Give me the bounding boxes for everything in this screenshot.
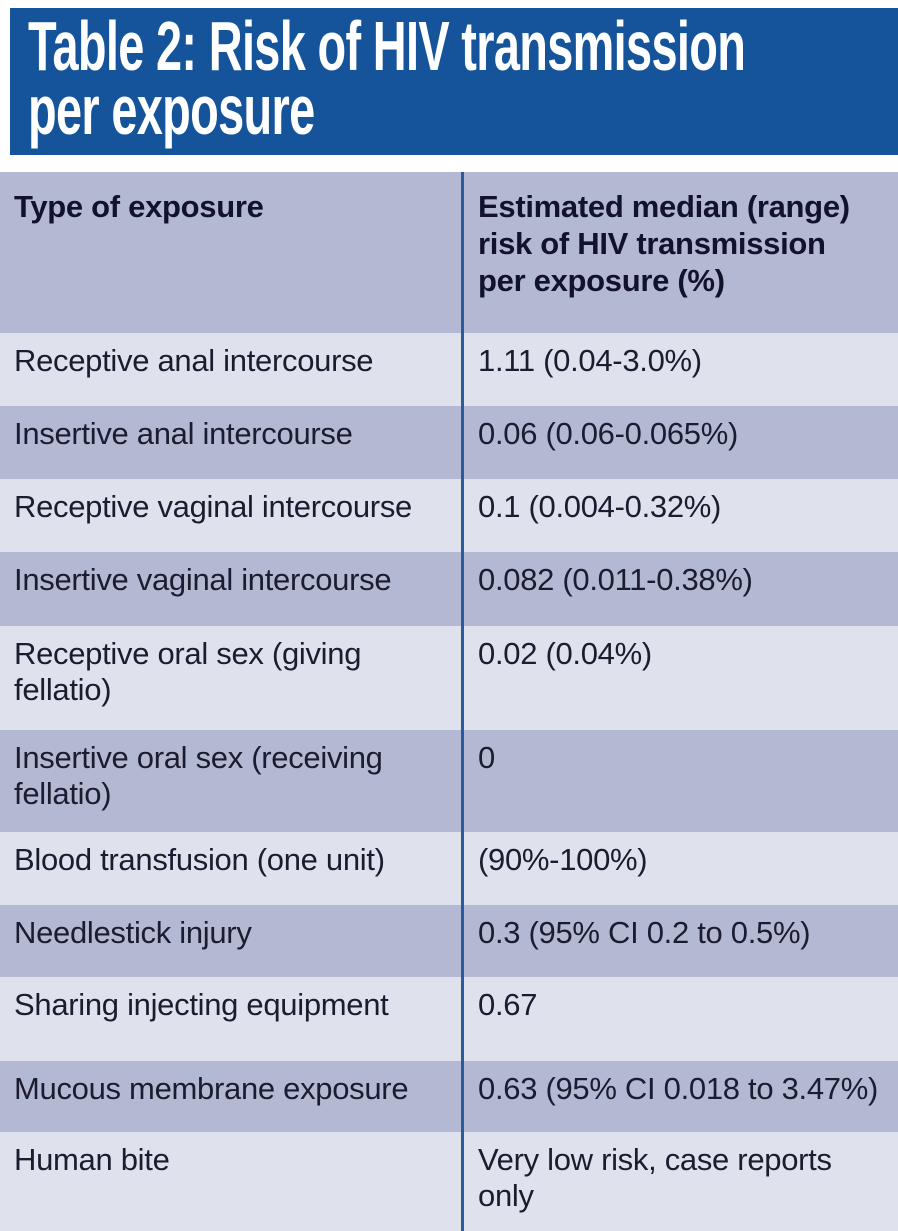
cell-exposure: Insertive oral sex (receiving fellatio) — [14, 740, 383, 811]
table-row: Insertive anal intercourse 0.06 (0.06-0.… — [0, 406, 898, 479]
table-row: Needlestick injury 0.3 (95% CI 0.2 to 0.… — [0, 905, 898, 977]
header-col-exposure: Type of exposure — [14, 189, 264, 224]
title-line-2: per exposure — [28, 71, 315, 149]
table-row: Blood transfusion (one unit) (90%-100%) — [0, 832, 898, 905]
cell-exposure: Sharing injecting equipment — [14, 987, 389, 1022]
table-row: Human bite Very low risk, case reports o… — [0, 1132, 898, 1231]
table-row: Sharing injecting equipment 0.67 — [0, 977, 898, 1061]
cell-exposure: Human bite — [14, 1142, 170, 1177]
table-row: Insertive oral sex (receiving fellatio) … — [0, 730, 898, 832]
cell-risk: 0.1 (0.004-0.32%) — [461, 479, 898, 552]
table-row: Mucous membrane exposure 0.63 (95% CI 0.… — [0, 1061, 898, 1132]
cell-risk: Very low risk, case reports only — [461, 1132, 898, 1231]
table-row: Insertive vaginal intercourse 0.082 (0.0… — [0, 552, 898, 626]
table-row: Receptive anal intercourse 1.11 (0.04-3.… — [0, 333, 898, 406]
cell-risk: 0.63 (95% CI 0.018 to 3.47%) — [461, 1061, 898, 1132]
header-col-risk: Estimated median (range) risk of HIV tra… — [461, 172, 898, 333]
cell-risk: 1.11 (0.04-3.0%) — [461, 333, 898, 406]
table-row: Receptive oral sex (giving fellatio) 0.0… — [0, 626, 898, 730]
title-line-1: Table 2: Risk of HIV transmission — [28, 7, 746, 85]
cell-exposure: Needlestick injury — [14, 915, 252, 950]
cell-risk: (90%-100%) — [461, 832, 898, 905]
cell-exposure: Insertive anal intercourse — [14, 416, 353, 451]
cell-exposure: Receptive vaginal intercourse — [14, 489, 412, 524]
cell-risk: 0 — [461, 730, 898, 832]
cell-exposure: Receptive oral sex (giving fellatio) — [14, 636, 362, 707]
header-col-risk-line-1: Estimated median (range) — [478, 189, 850, 224]
table-title-banner: Table 2: Risk of HIV transmission per ex… — [10, 8, 898, 155]
cell-exposure: Blood transfusion (one unit) — [14, 842, 385, 877]
cell-exposure: Mucous membrane exposure — [14, 1071, 409, 1106]
header-row: Type of exposure Estimated median (range… — [0, 172, 898, 333]
cell-risk: 0.02 (0.04%) — [461, 626, 898, 730]
header-col-risk-line-2: risk of HIV transmission — [478, 226, 826, 261]
cell-risk: 0.67 — [461, 977, 898, 1061]
cell-risk: 0.3 (95% CI 0.2 to 0.5%) — [461, 905, 898, 977]
cell-risk: 0.082 (0.011-0.38%) — [461, 552, 898, 626]
table-body: Receptive anal intercourse 1.11 (0.04-3.… — [0, 333, 898, 1231]
cell-risk: 0.06 (0.06-0.065%) — [461, 406, 898, 479]
cell-exposure: Receptive anal intercourse — [14, 343, 374, 378]
table-row: Receptive vaginal intercourse 0.1 (0.004… — [0, 479, 898, 552]
header-col-risk-line-3: per exposure (%) — [478, 263, 725, 298]
cell-exposure: Insertive vaginal intercourse — [14, 562, 392, 597]
risk-table: Type of exposure Estimated median (range… — [0, 172, 898, 1231]
